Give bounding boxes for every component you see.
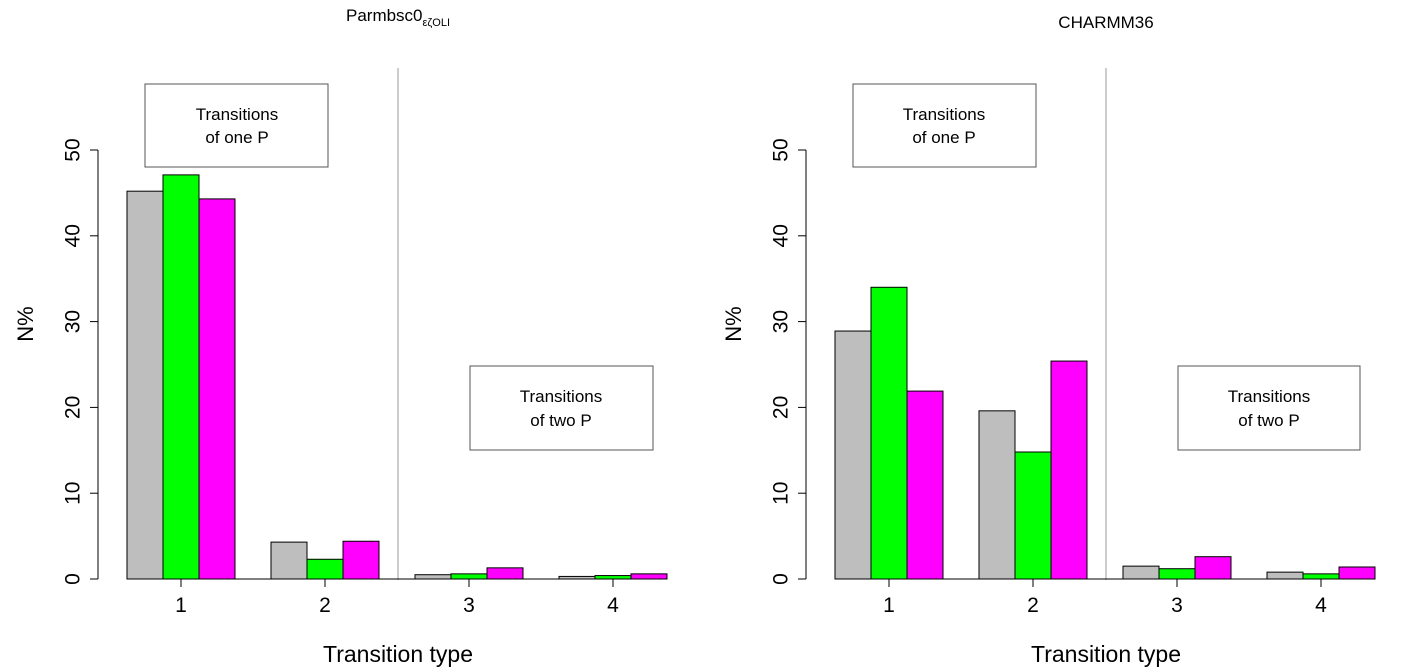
bar-series-group [834, 286, 1376, 580]
bar [1014, 451, 1052, 580]
annotation-line: of two P [1238, 411, 1299, 430]
bar [1122, 565, 1160, 580]
annotation-box-two-p: Transitions of two P [469, 365, 654, 451]
y-axis: 0 10 20 30 40 50 [62, 138, 99, 585]
bar [1302, 573, 1340, 580]
bar [198, 198, 236, 580]
bar [630, 573, 668, 580]
annotation-line: Transitions [1228, 387, 1311, 406]
y-axis: 0 10 20 30 40 50 [770, 138, 807, 585]
chart-panel-2: CHARMM36 0 10 20 30 40 50 1 2 3 4 N% Transition … [721, 13, 1376, 667]
bar [306, 558, 344, 580]
bar [870, 286, 908, 580]
y-tick-label: 50 [62, 138, 85, 161]
annotation-box-one-p: Transitions of one P [852, 83, 1037, 168]
bar [162, 174, 200, 580]
annotation-line: of one P [205, 128, 268, 147]
annotation-box-two-p: Transitions of two P [1177, 365, 1361, 451]
chart-panel-1: Parmbsc0εζOLI 0 10 20 30 40 50 1 2 3 4 N% Transi… [13, 6, 668, 667]
bar [594, 575, 632, 580]
annotation-line: of one P [912, 128, 975, 147]
y-axis-label: N% [13, 306, 38, 341]
bar [558, 575, 596, 580]
bar [1158, 568, 1196, 580]
bar [450, 573, 488, 580]
x-axis: 1 2 3 4 [127, 578, 667, 617]
bar [342, 540, 380, 580]
x-tick-label: 2 [319, 594, 331, 617]
bar [834, 330, 872, 580]
bar [978, 410, 1016, 580]
x-tick-label: 3 [463, 594, 475, 617]
y-tick-label: 0 [770, 573, 793, 585]
chart-title: Parmbsc0εζOLI [346, 6, 450, 29]
bar [1050, 360, 1088, 580]
chart-title: CHARMM36 [1058, 13, 1153, 32]
y-tick-label: 40 [62, 224, 85, 247]
annotation-box-one-p: Transitions of one P [144, 83, 329, 168]
x-axis-label: Transition type [323, 641, 473, 667]
x-tick-label: 1 [883, 594, 895, 617]
y-tick-label: 30 [62, 310, 85, 333]
y-tick-label: 10 [770, 482, 793, 505]
annotation-line: Transitions [196, 105, 279, 124]
x-tick-label: 2 [1027, 594, 1039, 617]
bar [414, 574, 452, 580]
annotation-line: Transitions [903, 105, 986, 124]
y-tick-label: 0 [62, 573, 85, 585]
x-tick-label: 3 [1171, 594, 1183, 617]
bar [126, 190, 164, 580]
y-tick-label: 20 [770, 396, 793, 419]
bar [1338, 566, 1376, 580]
bar-series-group [126, 174, 668, 580]
bar [270, 541, 308, 580]
bar [1266, 571, 1304, 580]
x-tick-label: 4 [1315, 594, 1327, 617]
annotation-line: of two P [530, 411, 591, 430]
bar [1194, 556, 1232, 580]
x-axis-label: Transition type [1031, 641, 1181, 667]
x-tick-label: 1 [175, 594, 187, 617]
bar [486, 567, 524, 580]
y-tick-label: 20 [62, 396, 85, 419]
y-tick-label: 40 [770, 224, 793, 247]
x-tick-label: 4 [607, 594, 619, 617]
y-axis-label: N% [721, 306, 746, 341]
x-axis: 1 2 3 4 [835, 578, 1375, 617]
y-tick-label: 30 [770, 310, 793, 333]
y-tick-label: 10 [62, 482, 85, 505]
bar [906, 390, 944, 580]
y-tick-label: 50 [770, 138, 793, 161]
annotation-line: Transitions [520, 387, 603, 406]
